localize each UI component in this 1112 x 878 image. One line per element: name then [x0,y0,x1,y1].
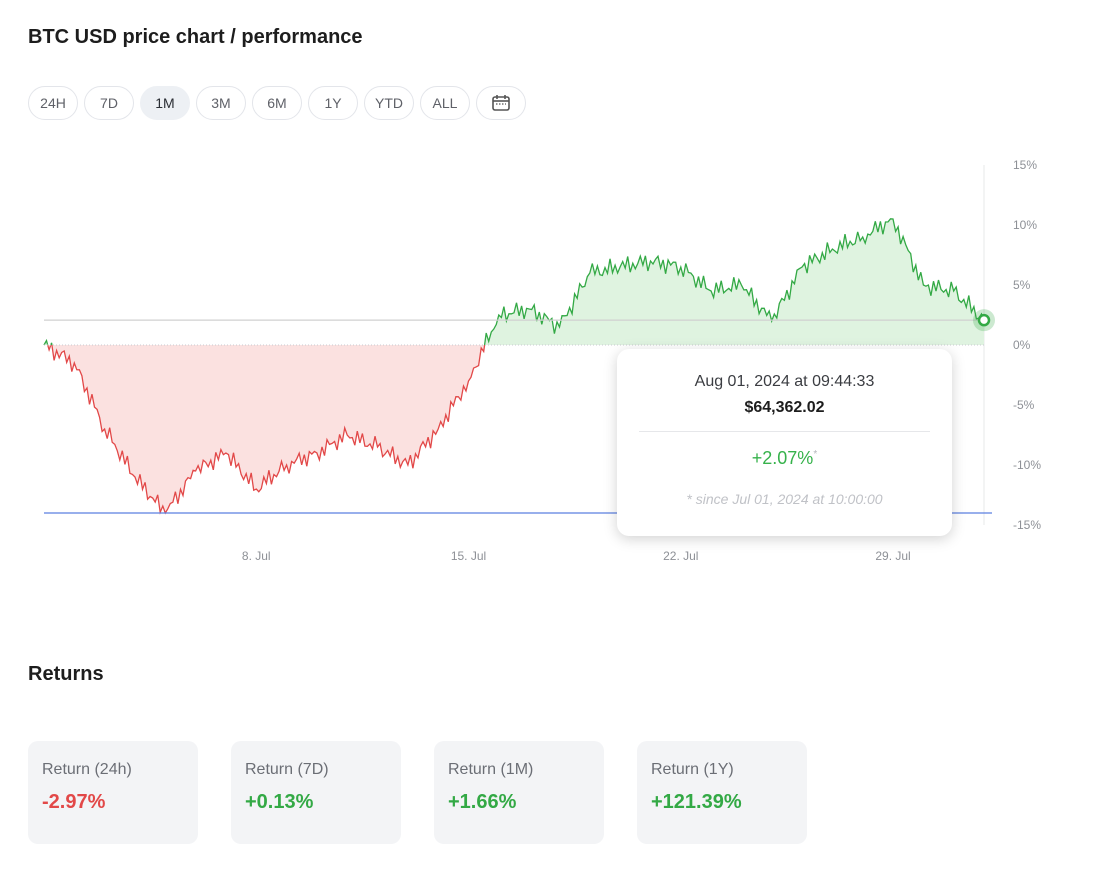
range-button-6m[interactable]: 6M [252,86,302,120]
return-value: -2.97% [42,791,106,813]
y-tick-label: -15% [1013,518,1041,532]
return-label: Return (7D) [245,761,329,778]
chart-tooltip: Aug 01, 2024 at 09:44:33 $64,362.02 +2.0… [617,349,952,536]
range-button-7d[interactable]: 7D [84,86,134,120]
return-value: +1.66% [448,791,517,813]
y-tick-label: 10% [1013,218,1037,232]
return-card-24h: Return (24h) -2.97% [28,741,198,844]
current-marker-point [977,313,991,327]
return-card-1y: Return (1Y) +121.39% [637,741,807,844]
range-button-3m[interactable]: 3M [196,86,246,120]
tooltip-note: * since Jul 01, 2024 at 10:00:00 [686,491,883,507]
range-button-1y[interactable]: 1Y [308,86,358,120]
page-title: BTC USD price chart / performance [28,26,363,48]
range-button-1m[interactable]: 1M [140,86,190,120]
returns-heading: Returns [28,663,104,685]
returns-cards: Return (24h) -2.97% Return (7D) +0.13% R… [28,741,807,844]
return-value: +121.39% [651,791,742,813]
time-range-selector: 24H 7D 1M 3M 6M 1Y YTD ALL [28,86,526,120]
y-tick-label: 0% [1013,338,1031,352]
tooltip-date: Aug 01, 2024 at 09:44:33 [694,373,875,390]
y-tick-label: -5% [1013,398,1035,412]
tooltip-change-value: +2.07% [751,448,814,468]
return-value: +0.13% [245,791,314,813]
return-card-1m: Return (1M) +1.66% [434,741,604,844]
price-chart[interactable]: 15% 10% 5% 0% -5% -10% -15% 8. Jul 15. Jul 22. Ju… [0,140,1112,580]
tooltip-divider [639,431,930,432]
positive-price-line [483,218,985,346]
calendar-button[interactable] [476,86,526,120]
tooltip-change: +2.07%* [617,448,952,469]
calendar-icon [492,95,510,111]
return-label: Return (24h) [42,761,132,778]
negative-price-line [51,344,486,515]
tooltip-change-marker: * [813,449,818,460]
y-tick-label: 5% [1013,278,1031,292]
x-tick-label: 22. Jul [663,549,698,563]
x-tick-label: 29. Jul [875,549,910,563]
x-tick-label: 8. Jul [242,549,271,563]
return-label: Return (1Y) [651,761,734,778]
y-tick-label: 15% [1013,158,1037,172]
positive-price-line [50,342,53,346]
positive-price-line [43,338,49,346]
range-button-ytd[interactable]: YTD [364,86,414,120]
tooltip-price: $64,362.02 [744,399,825,416]
range-button-24h[interactable]: 24H [28,86,78,120]
range-button-all[interactable]: ALL [420,86,470,120]
y-tick-label: -10% [1013,458,1041,472]
negative-price-line [47,344,52,353]
return-label: Return (1M) [448,761,534,778]
return-card-7d: Return (7D) +0.13% [231,741,401,844]
negative-area [51,345,485,513]
x-tick-label: 15. Jul [451,549,486,563]
